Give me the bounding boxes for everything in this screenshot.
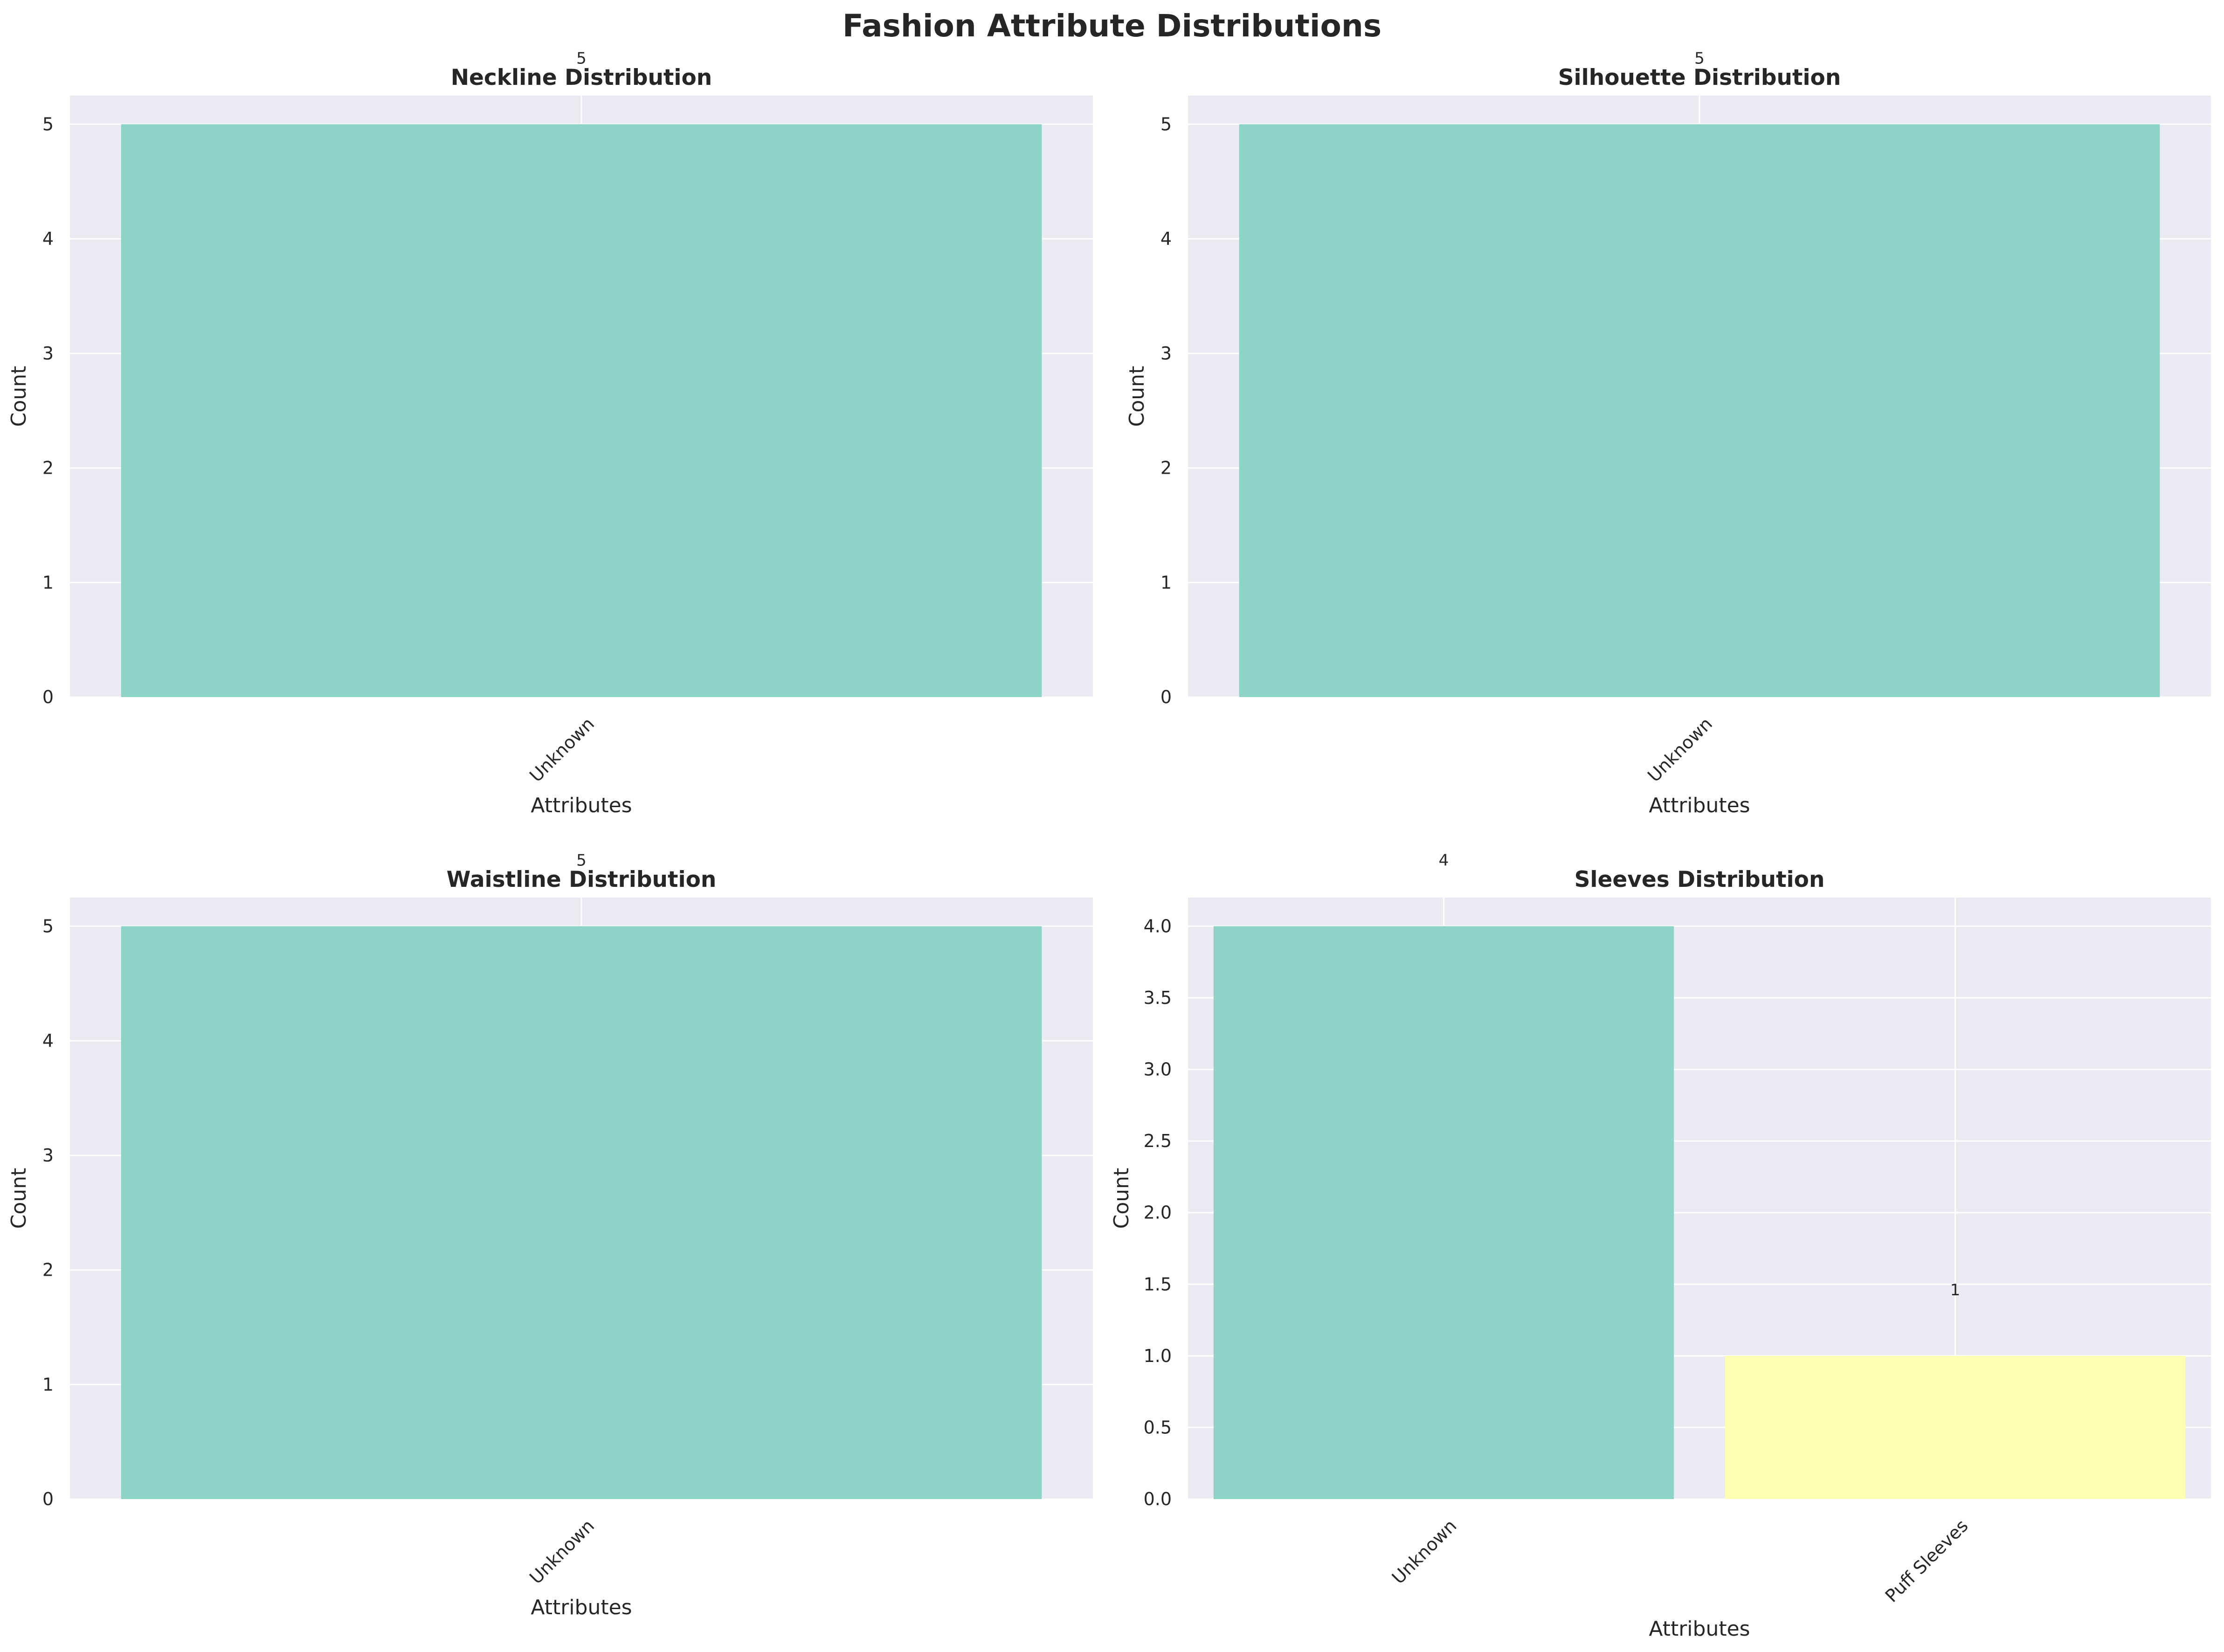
chart3-bar	[1213, 926, 1674, 1499]
chart2-ytick-label: 2	[42, 1260, 54, 1280]
chart1-ytick-label: 3	[1160, 343, 1172, 364]
chart0-title: Neckline Distribution	[451, 65, 712, 90]
chart3-ytick-label: 4.0	[1144, 916, 1172, 936]
chart2-ytick-label: 1	[42, 1374, 54, 1395]
chart1-value-label: 5	[1694, 49, 1705, 68]
chart3-ytick-label: 1.0	[1144, 1346, 1172, 1366]
chart1-ytick-label: 0	[1160, 687, 1172, 707]
chart3-bar	[1725, 1355, 2186, 1499]
chart3-ytick-label: 0.0	[1144, 1489, 1172, 1509]
chart3-ytick-label: 3.0	[1144, 1059, 1172, 1080]
chart2-ylabel: Count	[7, 1168, 31, 1229]
chart3-ytick-label: 2.0	[1144, 1203, 1172, 1223]
chart2-ytick-label: 4	[42, 1030, 54, 1051]
chart1-xlabel: Attributes	[1649, 794, 1750, 817]
chart1-ytick-label: 4	[1160, 228, 1172, 249]
chart2-ytick-label: 0	[42, 1489, 54, 1509]
chart1-ylabel: Count	[1125, 366, 1149, 427]
chart0-ytick-label: 5	[42, 114, 54, 134]
chart1-bar	[1239, 124, 2160, 697]
chart0-value-label: 5	[576, 49, 587, 68]
figure-title: Fashion Attribute Distributions	[843, 8, 1381, 44]
chart1-ytick-label: 2	[1160, 458, 1172, 478]
chart0-ytick-label: 0	[42, 687, 54, 707]
chart3-ytick-label: 3.5	[1144, 988, 1172, 1008]
chart1-title: Silhouette Distribution	[1558, 65, 1841, 90]
chart0-bar	[121, 124, 1042, 697]
chart2-ytick-label: 3	[42, 1145, 54, 1166]
chart1-ytick-label: 5	[1160, 114, 1172, 134]
chart0-ytick-label: 2	[42, 458, 54, 478]
chart3-ytick-label: 0.5	[1144, 1417, 1172, 1438]
chart3-title: Sleeves Distribution	[1575, 867, 1825, 892]
chart0-ylabel: Count	[7, 366, 31, 427]
chart0-ytick-label: 4	[42, 228, 54, 249]
chart0-xlabel: Attributes	[531, 794, 632, 817]
chart2-xlabel: Attributes	[531, 1596, 632, 1619]
chart1-ytick-label: 1	[1160, 572, 1172, 593]
chart3-xlabel: Attributes	[1649, 1617, 1750, 1641]
chart0-ytick-label: 3	[42, 343, 54, 364]
chart3-ytick-label: 2.5	[1144, 1131, 1172, 1151]
chart3-value-label: 1	[1950, 1281, 1961, 1299]
chart0-ytick-label: 1	[42, 572, 54, 593]
chart2-bar	[121, 926, 1042, 1499]
chart2-value-label: 5	[576, 851, 587, 870]
chart3-ylabel: Count	[1110, 1168, 1133, 1229]
chart2-title: Waistline Distribution	[447, 867, 717, 892]
chart3-value-label: 4	[1439, 851, 1449, 870]
chart3-ytick-label: 1.5	[1144, 1274, 1172, 1294]
chart2-ytick-label: 5	[42, 916, 54, 936]
